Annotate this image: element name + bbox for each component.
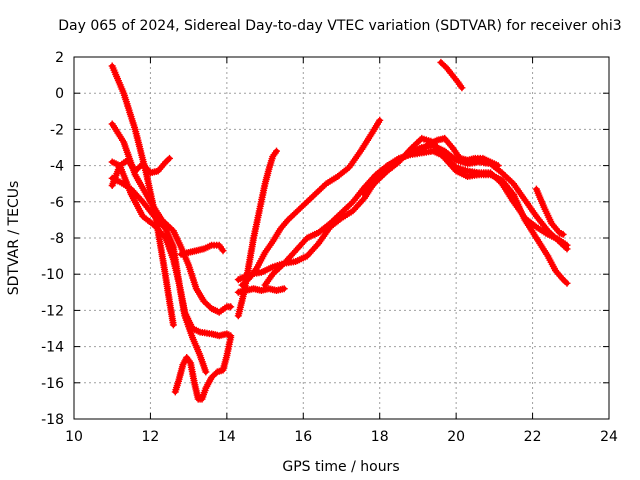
y-tick-label: -16 (41, 376, 64, 392)
series-markers (177, 241, 227, 258)
series-markers (108, 120, 235, 316)
x-tick-label: 22 (524, 429, 542, 445)
series-markers (437, 58, 466, 92)
chart-title: Day 065 of 2024, Sidereal Day-to-day VTE… (58, 18, 621, 34)
y-tick-label: -6 (50, 195, 64, 211)
y-tick-label: -4 (50, 159, 64, 175)
series-markers (171, 334, 235, 403)
series-trace-14 (418, 134, 502, 170)
y-tick-label: -12 (41, 303, 64, 319)
series-markers (418, 134, 502, 170)
x-tick-label: 12 (142, 429, 160, 445)
y-tick-label: -18 (41, 412, 64, 428)
data-series (108, 58, 571, 403)
x-tick-label: 18 (371, 429, 389, 445)
x-tick-label: 20 (447, 429, 465, 445)
y-tick-label: -14 (41, 340, 64, 356)
x-tick-label: 14 (218, 429, 236, 445)
grid (74, 57, 609, 419)
series-markers (108, 154, 173, 189)
series-markers (532, 185, 567, 238)
series-trace-13 (360, 134, 571, 287)
series-markers (360, 134, 571, 287)
y-tick-label: -10 (41, 267, 64, 283)
series-trace-7 (171, 334, 235, 403)
series-trace-2 (108, 62, 177, 329)
series-markers (108, 174, 210, 376)
y-tick-label: 0 (55, 86, 64, 102)
series-markers (234, 285, 288, 296)
series-trace-4 (108, 174, 210, 376)
x-tick-label: 10 (65, 429, 83, 445)
series-trace-3 (108, 120, 235, 316)
x-tick-label: 24 (600, 429, 618, 445)
x-axis-label: GPS time / hours (282, 459, 399, 475)
axis-ticks: 10 12 14 16 18 20 22 2420-2-4-6-8-10-12-14-16-1… (41, 50, 618, 445)
y-axis-label: SDTVAR / TECUs (6, 181, 22, 296)
series-trace-6 (177, 241, 227, 258)
y-tick-label: 2 (55, 50, 64, 66)
series-trace-16 (437, 58, 466, 92)
y-tick-label: -2 (50, 122, 64, 138)
series-trace-9 (234, 285, 288, 296)
series-trace-5 (108, 154, 173, 189)
y-tick-label: -8 (50, 231, 64, 247)
x-tick-label: 16 (294, 429, 312, 445)
series-trace-11 (238, 116, 384, 289)
series-trace-15 (532, 185, 567, 238)
series-markers (238, 116, 384, 289)
plot-frame (73, 56, 610, 420)
series-markers (108, 62, 177, 329)
